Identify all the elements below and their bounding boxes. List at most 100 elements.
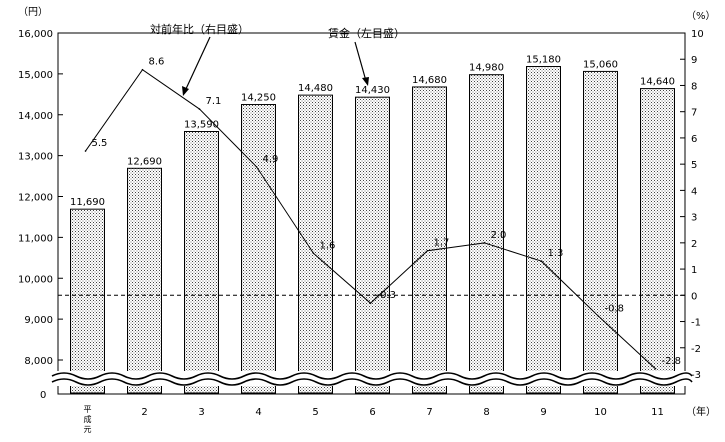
line-value-labels: 5.5 8.6 7.1 4.9 1.6 -0.3 1.7 2.0 1.3 -0.8 -2.8: [92, 57, 682, 367]
left-axis-ticks: 8,000 9,000 10,000 11,000 12,000 13,000 14,000…: [18, 29, 63, 367]
x-tick-label: 平: [84, 405, 92, 414]
left-tick-label: 8,000: [24, 356, 53, 367]
annotation-growth-rate-arrow: [184, 36, 211, 92]
left-tick-label: 15,000: [18, 70, 53, 81]
wage-bar: [526, 66, 561, 394]
wage-bar-label: 14,250: [241, 93, 276, 104]
growth-rate-point: [369, 302, 372, 304]
right-tick-label: 4: [691, 186, 697, 197]
x-tick-label: 4: [255, 407, 261, 418]
left-tick-label: 10,000: [18, 274, 53, 285]
growth-rate-point: [198, 108, 201, 110]
x-tick-label: 7: [426, 407, 432, 418]
left-axis-break-label: 0: [40, 390, 46, 401]
axis-break-wave-lower: [51, 378, 693, 386]
axis-break-wave-upper: [51, 372, 693, 380]
annotation-growth-rate: 対前年比（右目盛）: [150, 22, 249, 36]
annotation-wage-arrow: [354, 41, 367, 82]
x-tick-label: 6: [369, 407, 375, 418]
right-tick-label: 5: [691, 160, 697, 171]
x-axis-unit: （年）: [686, 405, 716, 418]
growth-rate-label: 2.0: [491, 230, 507, 241]
left-axis-unit: （円）: [18, 6, 48, 18]
growth-rate-label: -0.3: [377, 290, 397, 301]
growth-rate-point: [540, 260, 543, 263]
growth-rate-label: 7.1: [206, 96, 222, 107]
right-tick-label: 10: [691, 29, 704, 40]
annotation-wage: 賃金（左目盛）: [328, 26, 405, 40]
bar-value-labels: 11,690 12,690 13,590 14,250 14,480 14,430 14,6…: [70, 55, 675, 209]
left-tick-label: 11,000: [18, 233, 53, 244]
wage-bar-label: 13,590: [184, 120, 219, 131]
wage-bar: [469, 74, 504, 394]
line-series: [84, 68, 657, 370]
x-tick-label: 成: [84, 414, 92, 424]
growth-rate-point: [483, 242, 486, 244]
wage-bar: [583, 70, 618, 394]
right-tick-label: 7: [691, 108, 697, 119]
right-tick-label: 2: [691, 239, 697, 250]
growth-rate-point: [597, 315, 600, 318]
left-tick-label: 16,000: [18, 29, 53, 40]
growth-rate-label: 8.6: [149, 57, 165, 68]
plot-frame: [57, 32, 686, 395]
wage-bar-label: 14,640: [640, 77, 675, 88]
wage-bar: [298, 94, 333, 394]
right-tick-label: -1: [691, 318, 701, 329]
growth-rate-label: 1.6: [320, 240, 336, 251]
wage-bar: [640, 88, 675, 394]
x-tick-label: 9: [540, 407, 546, 418]
x-tick-label: 3: [198, 407, 204, 418]
right-tick-label: 8: [691, 81, 697, 92]
annotation-wage-arrowhead: [362, 77, 369, 86]
growth-rate-label: -0.8: [605, 303, 625, 314]
growth-rate-point: [426, 249, 429, 252]
wage-bar-label: 14,980: [469, 63, 504, 74]
left-tick-label: 13,000: [18, 152, 53, 163]
wage-bar-label: 14,480: [298, 83, 333, 94]
x-axis-labels: 平成元 2 3 4 5 6 7 8 9 10 11: [84, 405, 664, 434]
growth-rate-point: [255, 165, 258, 168]
right-tick-label: -2: [691, 344, 701, 355]
x-tick-label: 2: [141, 407, 147, 418]
wage-bar-label: 12,690: [127, 156, 162, 167]
axis-break: [51, 371, 693, 386]
right-tick-label: 6: [691, 134, 697, 145]
right-axis-ticks: -3 -2 -1 0 1 2 3 4 5 6 7 8 9 10: [680, 29, 704, 381]
x-tick-label: 11: [651, 407, 664, 418]
right-tick-label: 3: [691, 213, 697, 224]
x-tick-label: 元: [84, 425, 92, 434]
wage-bar-label: 15,180: [526, 55, 561, 66]
x-tick-label: 5: [312, 407, 318, 418]
right-tick-label: 9: [691, 55, 697, 66]
left-tick-label: 14,000: [18, 111, 53, 122]
wage-bar: [70, 208, 105, 394]
left-tick-label: 9,000: [24, 315, 53, 326]
growth-rate-label: 5.5: [92, 138, 108, 149]
wage-bar-label: 14,680: [412, 75, 447, 86]
growth-rate-point: [312, 252, 315, 255]
growth-rate-point: [84, 150, 87, 152]
growth-rate-point: [141, 68, 144, 71]
wage-bar: [127, 167, 162, 394]
right-axis-unit: （%）: [686, 10, 716, 22]
growth-rate-label: -2.8: [662, 356, 682, 367]
wage-bar: [412, 86, 447, 394]
x-tick-label: 10: [594, 407, 607, 418]
right-tick-label: 1: [691, 265, 697, 276]
wage-bar: [184, 131, 219, 394]
growth-rate-label: 4.9: [263, 154, 279, 165]
wage-bar: [241, 104, 276, 394]
left-tick-label: 12,000: [18, 193, 53, 204]
growth-rate-point: [654, 367, 657, 370]
x-tick-label: 8: [483, 407, 489, 418]
growth-rate-label: 1.3: [548, 248, 564, 259]
right-tick-label: -3: [691, 370, 701, 381]
wage-bar: [355, 96, 390, 394]
wage-bar-label: 14,430: [355, 85, 390, 96]
growth-rate-label: 1.7: [434, 238, 450, 249]
bar-series: [70, 66, 675, 394]
wage-bar-label: 11,690: [70, 197, 105, 208]
wage-bar-label: 15,060: [583, 59, 618, 70]
